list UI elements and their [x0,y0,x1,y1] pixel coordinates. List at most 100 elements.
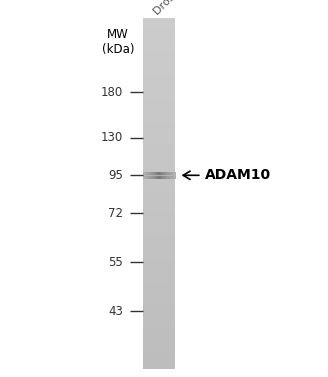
Bar [143,106,175,108]
Bar [165,175,166,176]
Bar [143,113,175,115]
Bar [143,359,175,360]
Bar [143,314,175,316]
Bar [143,323,175,325]
Bar [143,252,175,254]
Bar [143,110,175,111]
Bar [143,288,175,290]
Bar [143,258,175,260]
Bar [143,175,175,176]
Bar [143,326,175,327]
Bar [168,172,169,179]
Bar [143,54,175,55]
Bar [143,18,175,20]
Bar [143,300,175,302]
Bar [143,84,175,86]
Bar [143,159,175,160]
Bar [143,167,175,169]
Bar [143,78,175,80]
Bar [143,131,175,132]
Bar [157,175,158,176]
Bar [149,175,150,176]
Bar [144,175,145,176]
Bar [143,223,175,225]
Bar [143,356,175,358]
Bar [143,40,175,41]
Bar [143,77,175,78]
Bar [143,214,175,215]
Bar [143,146,175,147]
Bar [143,350,175,352]
Bar [169,175,170,176]
Bar [143,266,175,268]
Bar [143,224,175,226]
Bar [143,114,175,116]
Bar [143,308,175,310]
Bar [143,111,175,112]
Bar [146,175,147,176]
Bar [143,232,175,234]
Bar [174,172,175,179]
Bar [143,158,175,159]
Bar [159,172,160,179]
Bar [143,227,175,228]
Bar [143,31,175,33]
Bar [143,115,175,117]
Bar [143,242,175,243]
Bar [143,42,175,43]
Bar [143,124,175,125]
Bar [145,172,146,179]
Bar [170,172,171,179]
Bar [143,56,175,57]
Bar [143,254,175,256]
Bar [154,175,155,176]
Bar [143,297,175,298]
Bar [143,327,175,329]
Bar [168,175,169,176]
Bar [143,176,175,178]
Bar [143,318,175,319]
Bar [143,169,175,171]
Bar [170,172,171,179]
Bar [143,353,175,354]
Bar [144,172,145,179]
Bar [143,64,175,66]
Bar [149,172,150,179]
Bar [143,328,175,330]
Bar [143,172,144,179]
Bar [143,291,175,292]
Bar [143,341,175,343]
Bar [143,237,175,239]
Bar [143,62,175,63]
Bar [147,175,148,176]
Text: 72: 72 [108,207,123,219]
Bar [143,41,175,42]
Bar [143,342,175,344]
Bar [143,145,175,146]
Bar [143,368,175,369]
Bar [143,334,175,336]
Bar [143,302,175,304]
Bar [143,143,175,144]
Bar [143,247,175,248]
Bar [149,172,150,179]
Bar [143,276,175,277]
Bar [143,201,175,202]
Bar [143,69,175,70]
Bar [143,292,175,294]
Bar [143,51,175,53]
Bar [168,175,169,176]
Bar [143,213,175,214]
Bar [143,294,175,296]
Bar [143,184,175,186]
Bar [143,36,175,38]
Bar [143,91,175,92]
Bar [143,83,175,84]
Bar [143,166,175,167]
Bar [143,165,175,166]
Bar [143,153,175,155]
Bar [143,26,175,27]
Bar [143,185,175,187]
Bar [143,251,175,253]
Bar [173,172,174,179]
